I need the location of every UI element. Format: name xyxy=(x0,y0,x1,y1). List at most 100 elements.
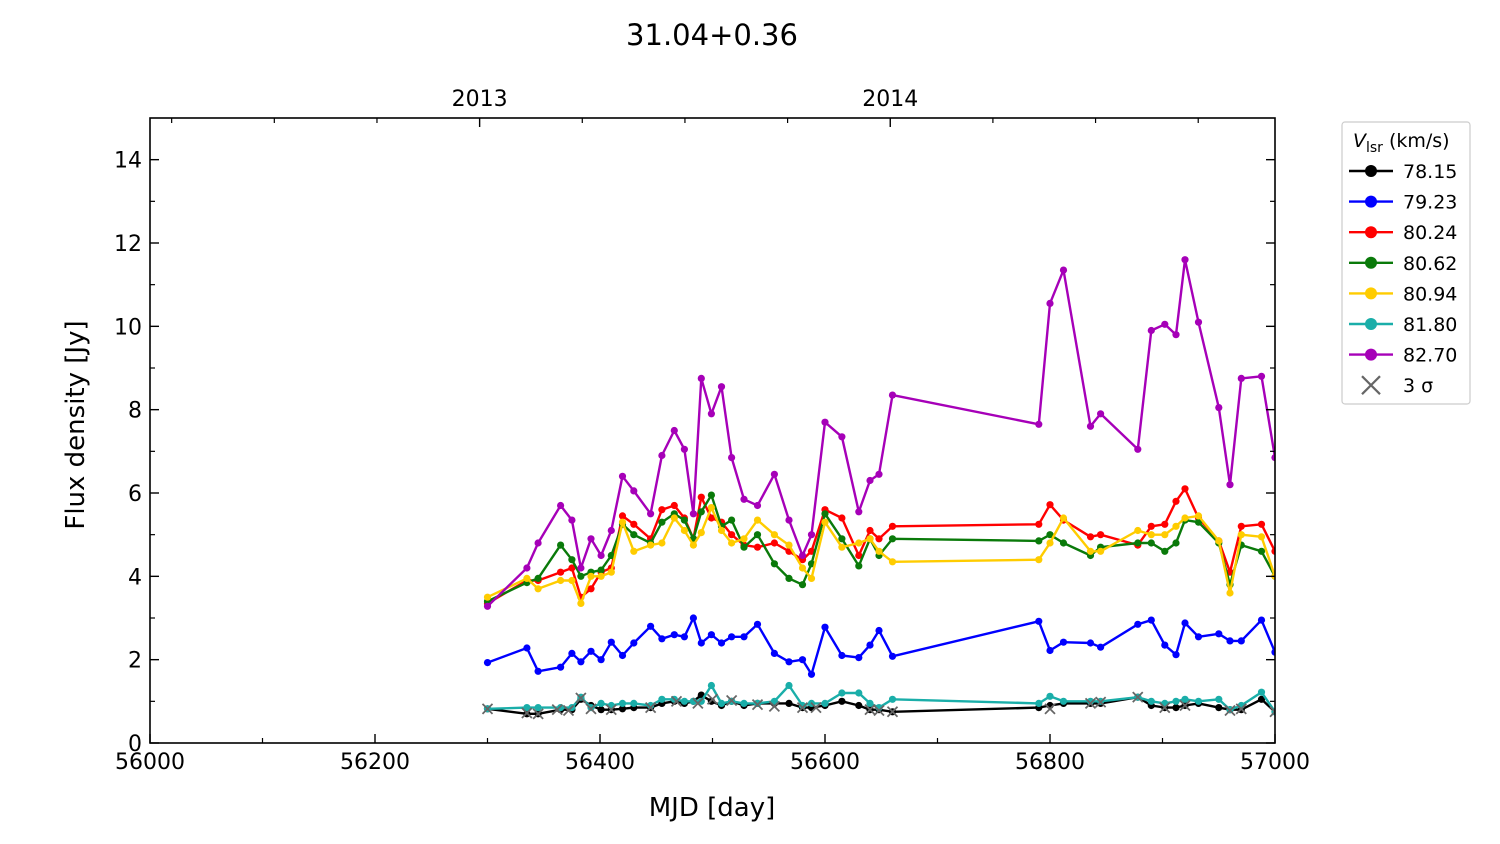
series-79.23 xyxy=(483,614,1275,678)
data-point xyxy=(875,535,883,543)
data-point xyxy=(557,704,565,712)
sigma-marker xyxy=(796,701,809,714)
data-point xyxy=(1226,481,1234,489)
data-point xyxy=(866,526,874,535)
data-point xyxy=(1181,256,1189,264)
series-80.94 xyxy=(483,504,1275,608)
legend-label: 3 σ xyxy=(1403,375,1433,397)
data-point xyxy=(1147,326,1155,335)
legend-marker xyxy=(1365,195,1377,208)
sigma-marker xyxy=(1084,697,1097,710)
data-point xyxy=(1161,520,1169,528)
x-axis-ticks: 56000 56200 56400 56600 56800 57000 xyxy=(115,734,1310,775)
y-axis-title: Flux density [Jy] xyxy=(61,320,91,529)
data-point xyxy=(838,543,846,551)
series-group xyxy=(483,256,1275,718)
data-point xyxy=(1086,422,1095,430)
data-point xyxy=(680,697,689,705)
legend-label: 81.80 xyxy=(1403,314,1457,336)
data-point xyxy=(821,699,829,708)
data-point xyxy=(1194,512,1203,520)
data-point xyxy=(557,541,565,549)
data-point xyxy=(607,568,615,576)
data-point xyxy=(1257,688,1266,696)
data-point xyxy=(647,510,655,518)
data-point xyxy=(1035,537,1043,545)
data-point xyxy=(740,633,748,641)
data-point xyxy=(1181,695,1189,703)
data-point xyxy=(855,654,863,662)
data-point xyxy=(1172,697,1180,705)
data-point xyxy=(597,572,605,580)
sigma-marker xyxy=(532,708,544,720)
data-point xyxy=(1215,695,1223,703)
legend-item-sigma: 3 σ xyxy=(1361,375,1433,397)
data-point xyxy=(1257,616,1266,624)
data-point xyxy=(707,514,716,522)
data-point xyxy=(821,510,829,518)
legend-item: 81.80 xyxy=(1349,314,1457,336)
data-point xyxy=(1271,547,1275,555)
data-point xyxy=(838,514,846,522)
data-point xyxy=(866,476,874,485)
sigma-marker xyxy=(670,695,683,707)
data-point xyxy=(658,451,666,460)
series-line xyxy=(486,493,1275,603)
data-point xyxy=(728,633,736,641)
y-tick-label: 8 xyxy=(128,399,142,424)
data-point xyxy=(1172,497,1180,505)
legend-item: 80.62 xyxy=(1349,253,1457,275)
x-tick-label: 56200 xyxy=(340,750,410,775)
data-point xyxy=(770,539,779,547)
data-point xyxy=(534,585,542,593)
data-point xyxy=(785,516,793,524)
data-point xyxy=(753,620,762,628)
y-tick-label: 4 xyxy=(128,565,142,590)
data-point xyxy=(1257,695,1266,703)
sigma-marker xyxy=(873,704,885,717)
sigma-marker xyxy=(1235,703,1247,715)
data-point xyxy=(568,649,576,658)
data-point xyxy=(1035,556,1043,564)
data-point xyxy=(888,522,897,530)
data-point xyxy=(728,516,736,524)
legend-title: Vlsr (km/s) xyxy=(1353,130,1450,156)
data-point xyxy=(1161,320,1169,328)
data-point xyxy=(855,539,863,547)
data-point xyxy=(597,706,605,714)
x-tick-label: 56600 xyxy=(790,750,860,775)
legend-item: 78.15 xyxy=(1349,161,1457,183)
sigma-group xyxy=(481,691,1275,720)
data-point xyxy=(753,543,762,551)
data-point xyxy=(568,556,576,564)
data-point xyxy=(1172,331,1180,339)
data-point xyxy=(1237,637,1245,645)
y-tick-label: 0 xyxy=(128,732,142,757)
data-point xyxy=(855,562,863,570)
sigma-marker xyxy=(810,701,822,714)
data-point xyxy=(717,699,726,708)
data-point xyxy=(1059,638,1068,646)
data-point xyxy=(697,697,705,705)
data-point xyxy=(707,410,716,418)
data-point xyxy=(483,659,492,667)
data-point xyxy=(1215,404,1223,412)
y-axis-ticks: 0 2 4 6 8 10 12 14 xyxy=(114,149,1275,757)
data-point xyxy=(1059,266,1068,274)
data-point xyxy=(630,487,638,495)
data-point xyxy=(597,699,605,708)
data-point xyxy=(875,470,883,478)
data-point xyxy=(534,539,542,547)
data-point xyxy=(597,656,605,664)
data-point xyxy=(1172,704,1180,712)
data-point xyxy=(557,568,565,576)
legend-marker xyxy=(1365,348,1377,361)
data-point xyxy=(1035,420,1043,428)
data-point xyxy=(597,566,605,574)
data-point xyxy=(875,547,883,555)
data-point xyxy=(785,681,793,690)
data-point xyxy=(740,495,748,503)
y-tick-label: 14 xyxy=(114,149,142,174)
legend-label: 80.94 xyxy=(1403,283,1457,305)
sigma-marker xyxy=(768,700,781,712)
